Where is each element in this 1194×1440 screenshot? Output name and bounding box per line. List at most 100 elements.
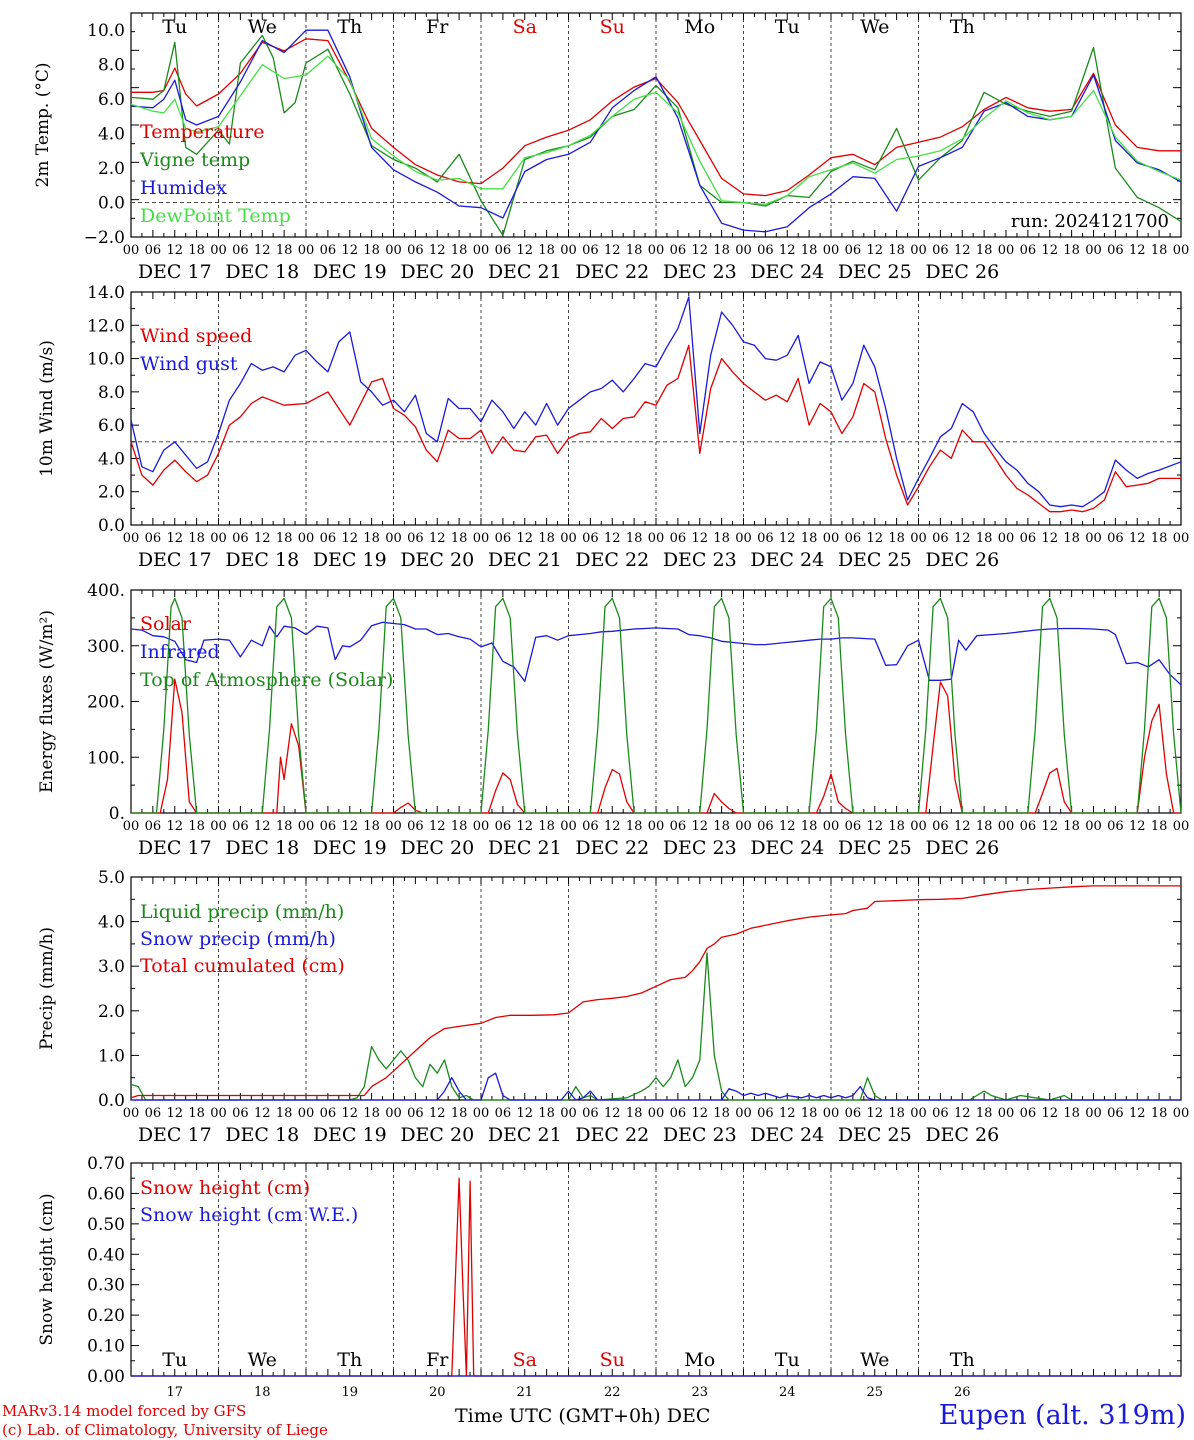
hour-tick-label: 18 [276, 531, 293, 546]
hour-tick-label: 18 [1151, 819, 1168, 834]
hour-tick-label: 06 [232, 531, 249, 546]
hour-tick-label: 06 [757, 531, 774, 546]
day-number-label: 26 [954, 1385, 971, 1400]
y-tick-label: 0.30 [87, 1276, 125, 1296]
hour-tick-label: 18 [1151, 531, 1168, 546]
hour-tick-label: 18 [976, 531, 993, 546]
series-line-infrared [130, 621, 1182, 686]
hour-tick-label: 18 [888, 243, 905, 258]
hour-tick-label: 18 [188, 1106, 205, 1121]
hour-tick-label: 12 [341, 243, 358, 258]
day-name: We [248, 1349, 277, 1371]
y-tick-label: 0.40 [87, 1245, 125, 1265]
hour-tick-label: 12 [1129, 531, 1146, 546]
hour-tick-label: 06 [1107, 243, 1124, 258]
hour-tick-label: 00 [473, 1106, 490, 1121]
hour-tick-label: 00 [735, 531, 752, 546]
y-tick-label: 0.0 [98, 1091, 125, 1111]
date-label: DEC 20 [400, 837, 474, 859]
date-label: DEC 21 [488, 1124, 562, 1146]
hour-tick-label: 18 [451, 243, 468, 258]
hour-tick-label: 06 [407, 531, 424, 546]
y-tick-label: 2.0 [98, 483, 125, 503]
hour-tick-label: 06 [932, 243, 949, 258]
legend-entry: Snow precip (mm/h) [140, 928, 336, 950]
hour-tick-label: 00 [1085, 243, 1102, 258]
hour-tick-label: 06 [932, 819, 949, 834]
hour-tick-label: 00 [648, 243, 665, 258]
panel-2: 0.0 2.0 4.0 6.0 8.0 10.0 12.0 14.0 10m Wind (m/s… [37, 283, 1189, 571]
y-tick-label: 3.0 [98, 957, 125, 977]
y-tick-label: 14.0 [87, 283, 125, 303]
hour-tick-label: 00 [385, 243, 402, 258]
y-tick-label: 4.0 [98, 449, 125, 469]
hour-tick-label: 06 [232, 1106, 249, 1121]
date-label: DEC 22 [575, 1124, 649, 1146]
y-tick-label: 0.50 [87, 1215, 125, 1235]
hour-tick-label: 12 [1041, 819, 1058, 834]
hour-tick-label: 00 [385, 1106, 402, 1121]
hour-tick-label: 12 [691, 1106, 708, 1121]
hour-tick-label: 18 [363, 819, 380, 834]
date-label: DEC 20 [400, 1124, 474, 1146]
hour-tick-label: 06 [1020, 819, 1037, 834]
hour-tick-label: 00 [210, 819, 227, 834]
day-number-label: 18 [254, 1385, 271, 1400]
date-label: DEC 25 [838, 549, 912, 571]
hour-tick-label: 12 [429, 243, 446, 258]
y-tick-label: −2.0 [84, 228, 125, 248]
station-label: Eupen (alt. 319m) [938, 1400, 1186, 1431]
day-name: Fr [426, 1349, 449, 1371]
hour-tick-label: 18 [276, 1106, 293, 1121]
date-label: DEC 17 [138, 261, 212, 283]
date-label: DEC 20 [400, 261, 474, 283]
hour-tick-label: 18 [1063, 1106, 1080, 1121]
hour-tick-label: 00 [998, 819, 1015, 834]
hour-tick-label: 00 [560, 1106, 577, 1121]
y-tick-label: 2.0 [98, 159, 125, 179]
date-label: DEC 17 [138, 837, 212, 859]
hour-tick-label: 12 [604, 243, 621, 258]
series-line-humidex [130, 29, 1182, 233]
y-tick-label: 100. [87, 748, 125, 768]
hour-tick-label: 12 [341, 819, 358, 834]
hour-tick-label: 06 [757, 243, 774, 258]
series-line-wind-gust [130, 296, 1182, 508]
date-label: DEC 22 [575, 261, 649, 283]
hour-tick-label: 18 [801, 1106, 818, 1121]
hour-tick-label: 00 [823, 531, 840, 546]
hour-tick-label: 12 [1129, 1106, 1146, 1121]
hour-tick-label: 00 [648, 1106, 665, 1121]
hour-tick-label: 06 [582, 819, 599, 834]
hour-tick-label: 12 [691, 531, 708, 546]
day-name: Tu [775, 16, 800, 38]
hour-tick-label: 18 [538, 531, 555, 546]
date-label: DEC 17 [138, 1124, 212, 1146]
y-tick-label: 2.0 [98, 1002, 125, 1022]
hour-tick-label: 18 [888, 1106, 905, 1121]
day-name: Su [600, 1349, 625, 1371]
series-line-liquid-precip-mm-h- [130, 952, 1181, 1101]
day-name: Th [337, 1349, 362, 1371]
hour-tick-label: 06 [320, 1106, 337, 1121]
hour-tick-label: 06 [145, 819, 162, 834]
hour-tick-label: 00 [473, 531, 490, 546]
hour-tick-label: 00 [123, 531, 140, 546]
hour-tick-label: 12 [779, 819, 796, 834]
hour-tick-label: 00 [1173, 243, 1190, 258]
legend-entry: Humidex [140, 177, 227, 199]
hour-tick-label: 06 [845, 819, 862, 834]
hour-tick-label: 00 [998, 243, 1015, 258]
hour-tick-label: 06 [932, 1106, 949, 1121]
plot-frame [130, 589, 1182, 814]
hour-tick-label: 12 [166, 1106, 183, 1121]
day-name: Mo [684, 16, 715, 38]
series-line-top-of-atmosphere-solar- [131, 597, 1182, 814]
hour-tick-label: 06 [932, 531, 949, 546]
day-name: Tu [162, 1349, 187, 1371]
date-label: DEC 23 [663, 261, 737, 283]
hour-tick-label: 06 [1107, 1106, 1124, 1121]
hour-tick-label: 00 [648, 819, 665, 834]
hour-tick-label: 06 [670, 531, 687, 546]
y-tick-label: 0.0 [98, 516, 125, 536]
